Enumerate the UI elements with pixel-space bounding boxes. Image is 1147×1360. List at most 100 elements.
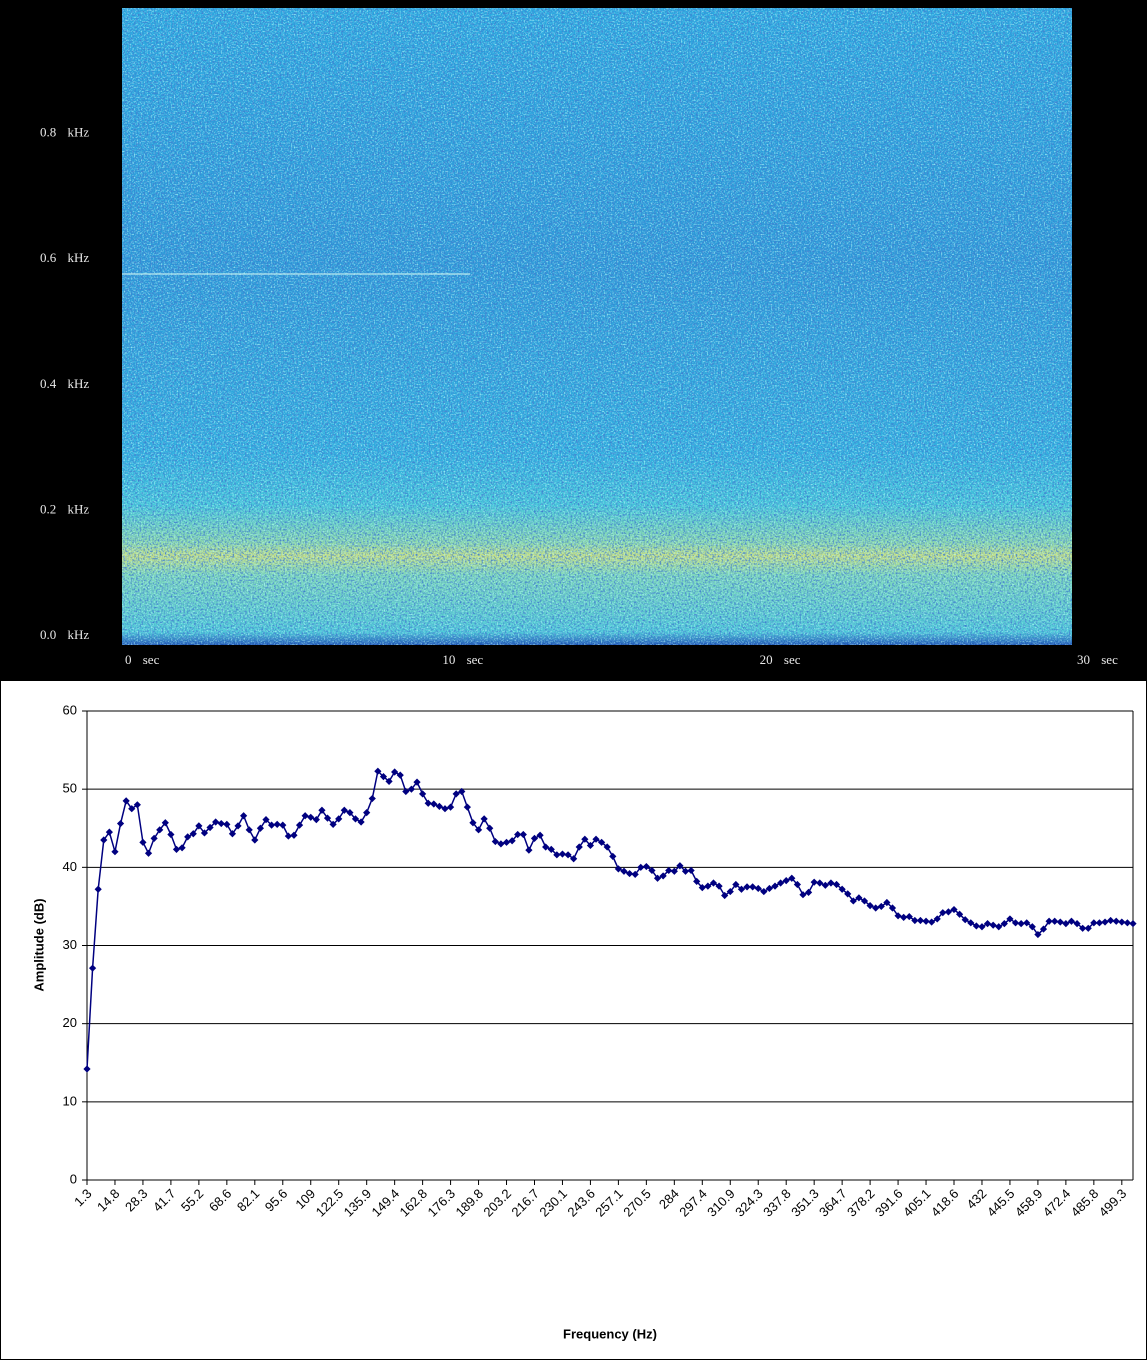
- data-point: [94, 885, 102, 893]
- data-point: [810, 878, 818, 886]
- data-point: [1023, 919, 1031, 927]
- data-point: [704, 882, 712, 890]
- data-point: [1095, 919, 1104, 927]
- data-point: [1084, 924, 1092, 932]
- data-point: [122, 797, 130, 805]
- data-point: [693, 877, 701, 886]
- data-point: [273, 820, 281, 828]
- x-tick-label: 20 sec: [760, 652, 801, 667]
- spectrogram-texture: [122, 8, 1072, 645]
- data-point: [939, 909, 947, 917]
- data-point: [553, 851, 561, 859]
- data-point: [396, 771, 404, 779]
- data-point: [385, 777, 393, 785]
- data-point: [88, 964, 97, 972]
- data-point: [301, 812, 309, 820]
- data-point: [961, 916, 969, 924]
- data-point: [223, 820, 231, 828]
- data-point: [1129, 920, 1137, 928]
- data-point: [581, 835, 589, 843]
- data-point: [972, 922, 980, 930]
- y-tick-label: 0: [70, 1171, 77, 1186]
- data-point: [659, 872, 667, 880]
- y-tick-label: 0.4 kHz: [40, 376, 89, 391]
- data-point: [357, 818, 365, 826]
- data-point: [788, 874, 796, 882]
- data-point: [838, 885, 846, 893]
- data-point: [435, 802, 443, 810]
- data-point: [1006, 915, 1014, 923]
- data-point: [262, 816, 270, 824]
- data-point: [883, 898, 891, 907]
- data-point: [111, 848, 119, 856]
- data-point: [335, 815, 343, 823]
- data-point: [681, 867, 690, 875]
- data-point: [726, 887, 734, 896]
- data-point: [340, 806, 348, 814]
- data-point: [916, 916, 925, 925]
- x-tick-label: 0 sec: [125, 652, 160, 667]
- data-point: [251, 836, 259, 844]
- data-point: [625, 869, 634, 878]
- data-point: [1107, 916, 1115, 925]
- data-point: [983, 920, 992, 928]
- data-point: [804, 888, 813, 896]
- data-point: [1101, 918, 1109, 926]
- data-point: [749, 883, 757, 891]
- data-point: [413, 778, 421, 786]
- data-point: [116, 819, 125, 828]
- data-point: [642, 862, 650, 871]
- data-point: [1011, 919, 1020, 927]
- data-point: [167, 830, 175, 839]
- data-point: [172, 845, 181, 853]
- data-point: [463, 803, 471, 811]
- data-point: [670, 867, 678, 875]
- data-point: [978, 923, 986, 931]
- data-point: [844, 890, 852, 898]
- data-point: [614, 865, 622, 873]
- data-point: [1090, 919, 1098, 927]
- data-point: [329, 820, 337, 828]
- data-point: [446, 803, 455, 811]
- y-tick-label: 0.2 kHz: [40, 501, 89, 516]
- data-point: [379, 773, 388, 781]
- data-point: [144, 849, 153, 857]
- x-tick-label: 10 sec: [442, 652, 483, 667]
- data-point: [430, 800, 438, 808]
- data-point: [1073, 920, 1081, 928]
- data-point: [514, 830, 522, 839]
- data-point: [928, 918, 936, 926]
- data-point: [888, 904, 897, 912]
- data-point: [441, 805, 449, 813]
- data-point: [240, 812, 248, 820]
- data-point: [570, 855, 578, 863]
- data-point: [156, 826, 164, 834]
- data-point: [217, 819, 225, 828]
- data-point: [1079, 924, 1087, 932]
- data-point: [307, 813, 315, 821]
- data-point: [592, 835, 600, 843]
- data-point: [816, 879, 824, 887]
- data-point: [161, 819, 169, 827]
- data-point: [458, 787, 466, 796]
- y-tick-label: 40: [63, 859, 77, 874]
- data-point: [452, 790, 460, 798]
- data-point: [312, 816, 320, 824]
- data-point: [351, 815, 360, 823]
- y-tick-label: 10: [63, 1093, 77, 1108]
- data-point: [598, 838, 606, 846]
- data-point: [290, 831, 298, 839]
- data-point: [189, 830, 197, 838]
- data-point: [967, 919, 975, 927]
- data-point: [374, 767, 382, 775]
- data-point: [1056, 918, 1064, 926]
- data-point: [900, 913, 908, 921]
- data-point: [676, 862, 684, 870]
- data-point: [989, 921, 997, 929]
- data-point: [743, 883, 751, 891]
- data-point: [603, 843, 611, 851]
- data-point: [911, 916, 919, 925]
- y-tick-label: 20: [63, 1015, 77, 1030]
- y-tick-label: 60: [63, 702, 77, 717]
